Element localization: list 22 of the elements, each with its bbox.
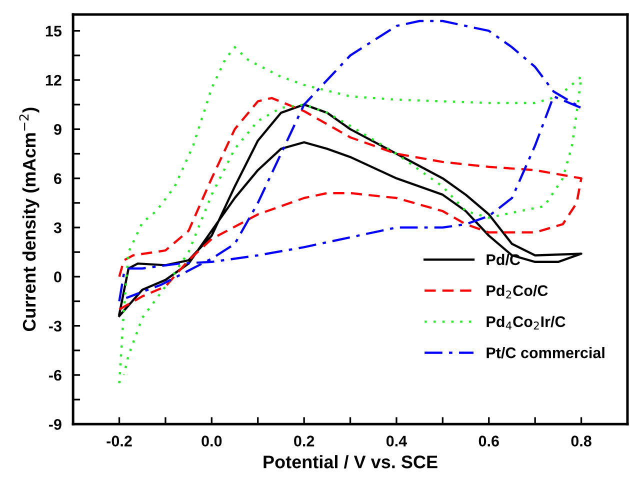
- legend-label: Pd$_{2}$Co/C: [486, 284, 548, 298]
- y-tick-label: 12: [46, 74, 62, 86]
- x-tick-label: 0.4: [386, 436, 408, 446]
- x-axis-title: Potential / V vs. SCE: [264, 455, 438, 469]
- legend-label: Pd/C: [486, 254, 520, 266]
- y-tick-label: -3: [48, 320, 62, 332]
- y-tick-label: 3: [54, 222, 62, 234]
- y-tick-label: 15: [46, 26, 62, 37]
- x-tick-label: 0.8: [571, 436, 592, 446]
- y-tick-label: -6: [48, 370, 62, 381]
- legend-label: Pt/C commercial: [486, 347, 604, 358]
- line-series: [118, 20, 582, 302]
- x-tick-label: 0.2: [294, 436, 314, 446]
- y-tick-label: -9: [48, 419, 62, 430]
- x-tick-label: 0.6: [478, 436, 499, 446]
- x-tick-label: -0.2: [106, 436, 132, 446]
- text: 0.0: [202, 436, 222, 446]
- legend-label: Pd$_{4}$Co$_{2}$Ir/C: [486, 316, 566, 330]
- y-axis-title: Current density (mAcm$^{−2}$): [19, 108, 40, 332]
- y-tick-label: 9: [54, 124, 62, 135]
- y-tick-label: 0: [54, 272, 62, 282]
- y-tick-label: 6: [54, 173, 62, 184]
